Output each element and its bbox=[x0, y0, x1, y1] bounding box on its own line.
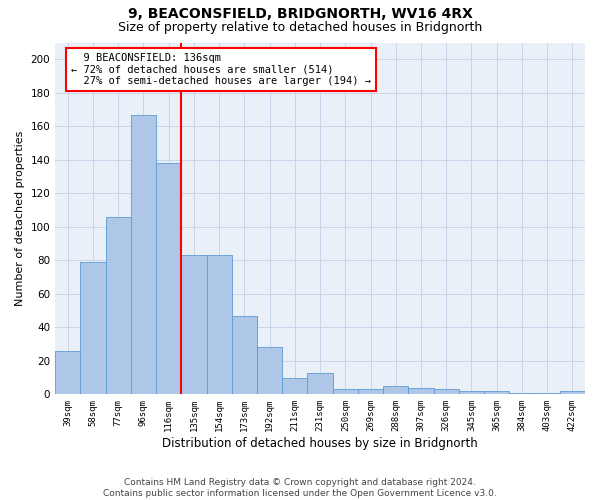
Bar bbox=[535, 392, 560, 394]
Bar bbox=[560, 391, 585, 394]
Bar bbox=[181, 256, 206, 394]
Bar bbox=[206, 256, 232, 394]
X-axis label: Distribution of detached houses by size in Bridgnorth: Distribution of detached houses by size … bbox=[162, 437, 478, 450]
Bar bbox=[106, 216, 131, 394]
Y-axis label: Number of detached properties: Number of detached properties bbox=[15, 130, 25, 306]
Text: 9, BEACONSFIELD, BRIDGNORTH, WV16 4RX: 9, BEACONSFIELD, BRIDGNORTH, WV16 4RX bbox=[128, 8, 472, 22]
Bar bbox=[55, 351, 80, 395]
Bar bbox=[358, 390, 383, 394]
Bar bbox=[434, 390, 459, 394]
Bar bbox=[459, 391, 484, 394]
Text: 9 BEACONSFIELD: 136sqm
← 72% of detached houses are smaller (514)
  27% of semi-: 9 BEACONSFIELD: 136sqm ← 72% of detached… bbox=[71, 53, 371, 86]
Bar bbox=[131, 114, 156, 394]
Bar bbox=[409, 388, 434, 394]
Bar bbox=[80, 262, 106, 394]
Text: Size of property relative to detached houses in Bridgnorth: Size of property relative to detached ho… bbox=[118, 21, 482, 34]
Bar bbox=[383, 386, 409, 394]
Bar bbox=[232, 316, 257, 394]
Bar bbox=[307, 372, 332, 394]
Bar bbox=[484, 391, 509, 394]
Bar bbox=[257, 348, 282, 395]
Text: Contains HM Land Registry data © Crown copyright and database right 2024.
Contai: Contains HM Land Registry data © Crown c… bbox=[103, 478, 497, 498]
Bar bbox=[156, 163, 181, 394]
Bar bbox=[509, 392, 535, 394]
Bar bbox=[282, 378, 307, 394]
Bar bbox=[332, 390, 358, 394]
